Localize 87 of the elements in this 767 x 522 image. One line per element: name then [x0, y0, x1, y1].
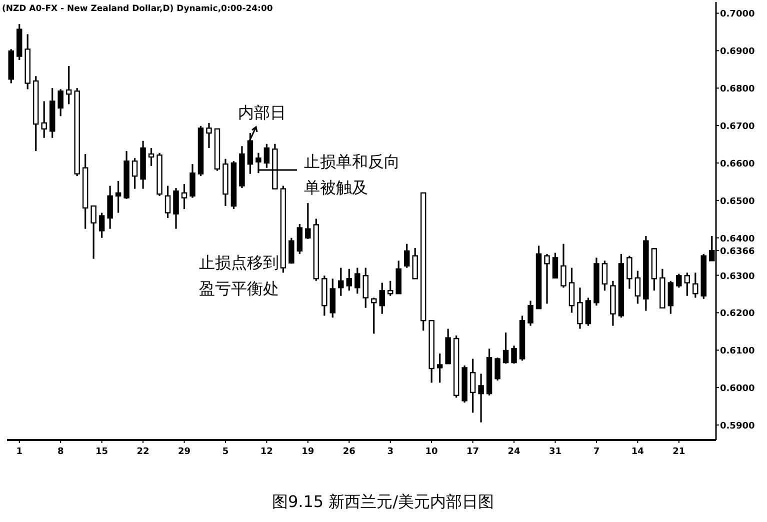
- candlestick: [528, 300, 534, 327]
- x-tick-label: 3: [387, 447, 394, 457]
- x-tick-label: 1: [16, 447, 22, 457]
- candlestick: [626, 255, 632, 290]
- candlestick: [560, 243, 566, 288]
- candlestick: [247, 132, 254, 175]
- candlestick: [206, 122, 212, 149]
- candlestick: [90, 205, 96, 260]
- x-tick-label: 7: [593, 447, 600, 457]
- candlestick: [148, 147, 154, 167]
- candlestick: [602, 260, 608, 292]
- candlestick: [132, 157, 138, 190]
- y-tick-label: 0.6300: [720, 272, 755, 282]
- candlestick: [190, 163, 196, 199]
- x-tick-label: 8: [57, 447, 64, 457]
- x-tick-label: 14: [631, 447, 644, 457]
- candlestick: [66, 65, 72, 105]
- x-tick-label: 17: [466, 447, 480, 457]
- y-tick-label: 0.5900: [720, 422, 755, 432]
- annotation: 盈亏平衡处: [199, 279, 279, 298]
- annotation: 止损单和反向: [304, 152, 400, 171]
- candlestick: [634, 270, 641, 305]
- candlestick: [387, 280, 394, 297]
- x-tick-label: 31: [548, 447, 562, 457]
- y-tick-label: 0.6700: [720, 122, 755, 132]
- candlestick: [552, 252, 558, 279]
- candlestick: [511, 344, 517, 364]
- candlestick: [362, 266, 368, 309]
- candlestick: [330, 278, 336, 318]
- candlestick: [436, 352, 443, 384]
- candlestick: [478, 372, 484, 424]
- x-tick-label: 21: [672, 447, 686, 457]
- y-tick-label: 0.7000: [720, 10, 755, 20]
- candlestick: [41, 100, 47, 139]
- candlestick: [470, 358, 476, 414]
- candlestick: [181, 183, 188, 210]
- y-tick-label: 0.6000: [720, 384, 755, 394]
- candlestick: [164, 185, 171, 219]
- x-tick-label: 19: [302, 447, 314, 457]
- x-tick-label: 12: [260, 447, 273, 457]
- y-tick-label: 0.6366: [720, 247, 755, 258]
- candlestick: [173, 187, 179, 230]
- caption: 图9.15 新西兰元/美元内部日图: [272, 492, 494, 511]
- candlestick: [494, 356, 500, 382]
- candlestick: [668, 280, 674, 315]
- candlestick: [502, 332, 509, 364]
- candlestick: [264, 143, 270, 169]
- candlestick: [684, 272, 690, 297]
- candlestick: [115, 180, 122, 214]
- candlestick: [544, 253, 550, 305]
- candlestick: [379, 282, 385, 315]
- candlestick: [585, 296, 592, 327]
- y-tick-label: 0.6400: [720, 234, 755, 244]
- candlestick: [58, 88, 64, 117]
- annotation: 单被触及: [304, 178, 368, 197]
- candlestick: [338, 266, 344, 297]
- candlestick: [568, 266, 575, 314]
- candlestick: [354, 266, 360, 294]
- candlestick: [346, 268, 352, 292]
- y-tick-label: 0.6500: [720, 196, 755, 207]
- x-tick-label: 24: [508, 447, 520, 457]
- candlestick: [676, 272, 682, 288]
- candlestick: [577, 286, 583, 330]
- y-tick-label: 0.6100: [720, 346, 755, 357]
- candlestick: [412, 247, 418, 280]
- x-tick-label: 26: [342, 447, 356, 457]
- x-tick-label: 22: [136, 447, 150, 457]
- candlestick: [305, 202, 311, 240]
- candlestick: [404, 243, 410, 269]
- candlestick: [256, 152, 262, 174]
- y-tick-label: 0.6200: [720, 309, 755, 320]
- candlestick: [296, 223, 303, 255]
- candlestick: [98, 212, 105, 239]
- x-tick-label: 5: [222, 447, 229, 457]
- candlestick: [692, 272, 698, 299]
- x-tick-label: 10: [425, 447, 438, 457]
- y-tick-label: 0.6900: [720, 47, 755, 58]
- x-tick-label: 29: [178, 447, 191, 457]
- candlestick: [371, 296, 377, 334]
- annotation: 止损点移到: [199, 253, 279, 272]
- y-tick-label: 0.6800: [720, 84, 755, 95]
- chart-title: (NZD A0-FX - New Zealand Dollar,D) Dynamic,0:00-24:00: [2, 4, 273, 14]
- candlestick: [107, 185, 113, 230]
- x-tick-label: 15: [96, 447, 108, 457]
- y-tick-label: 0.6600: [720, 159, 755, 170]
- candlestick: [288, 237, 294, 264]
- annotation: 内部日: [238, 103, 286, 122]
